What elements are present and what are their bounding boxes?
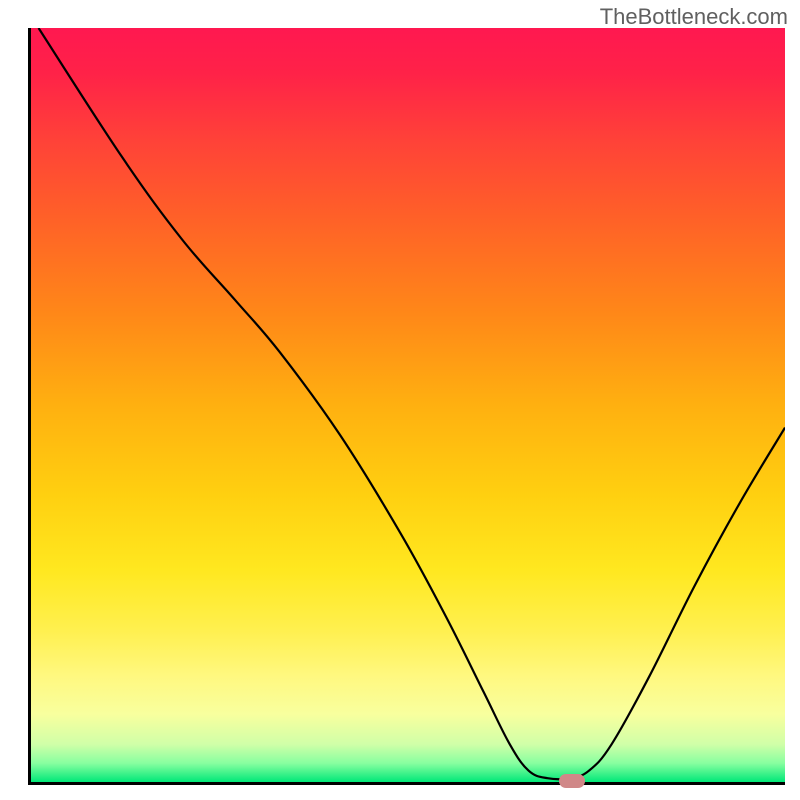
chart-curve bbox=[31, 28, 785, 782]
watermark-text: TheBottleneck.com bbox=[600, 4, 788, 30]
chart-plot-area bbox=[28, 28, 785, 785]
chart-minimum-marker bbox=[559, 774, 585, 788]
